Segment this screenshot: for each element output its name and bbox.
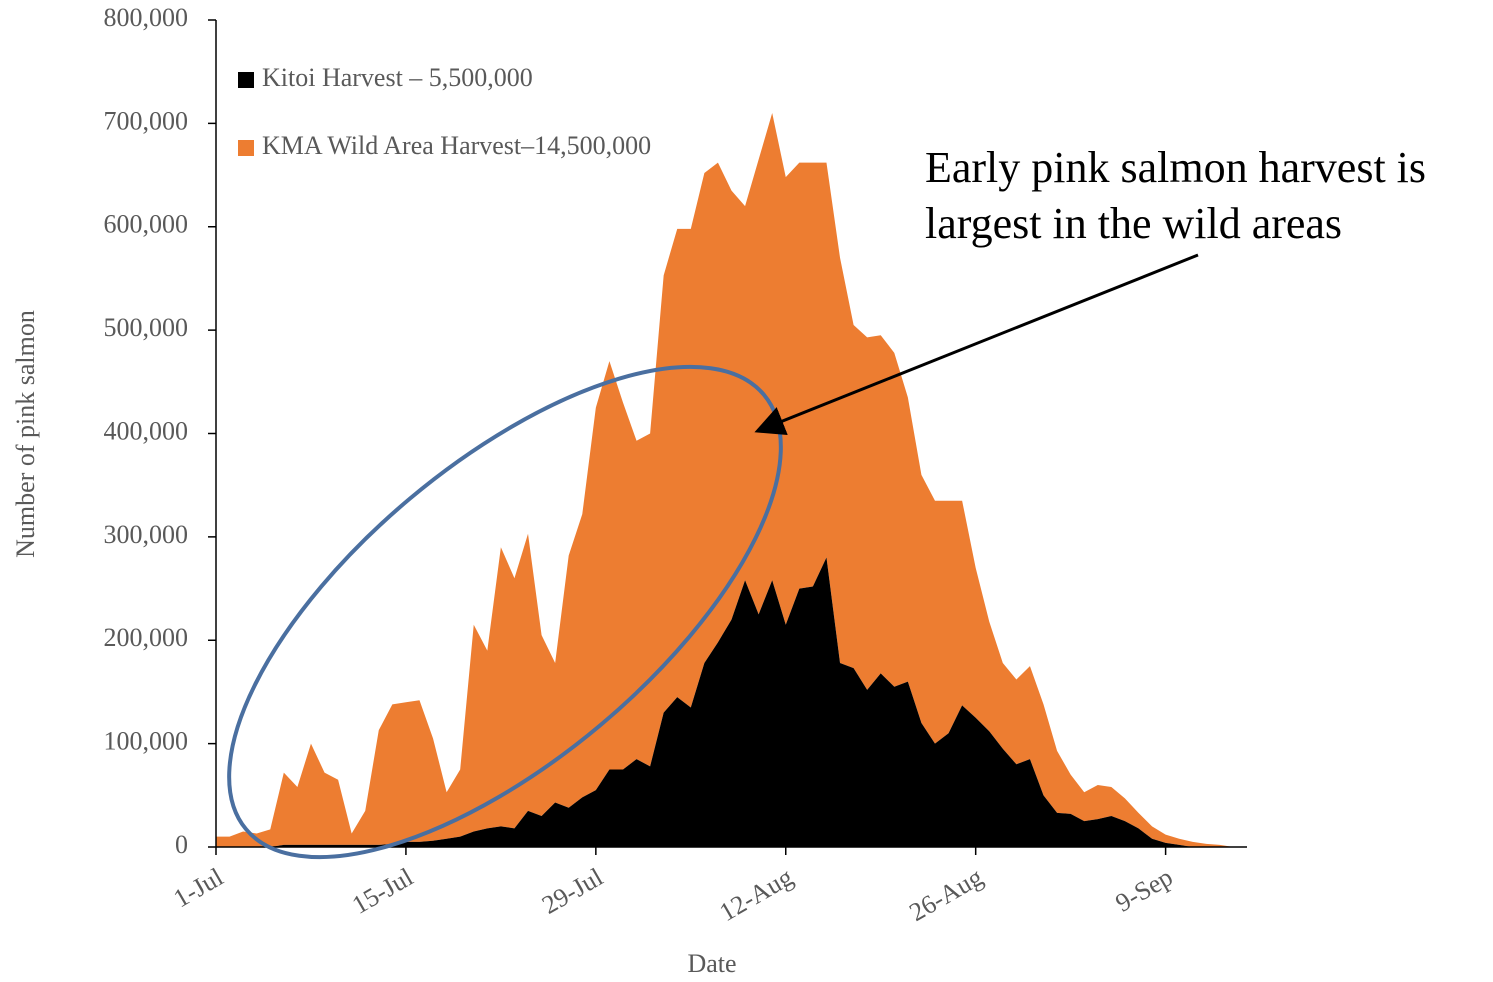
x-tick-label: 9-Sep bbox=[1111, 862, 1178, 917]
x-tick-label: 15-Jul bbox=[347, 862, 418, 920]
y-tick-label: 300,000 bbox=[104, 520, 189, 549]
y-tick-label: 0 bbox=[175, 830, 188, 859]
legend-swatch bbox=[238, 140, 254, 156]
x-tick-label: 1-Jul bbox=[168, 862, 228, 913]
y-tick-label: 800,000 bbox=[104, 3, 189, 32]
annotation: Early pink salmon harvest is largest in … bbox=[925, 143, 1427, 248]
highlight-ellipse bbox=[227, 364, 783, 860]
y-tick-label: 600,000 bbox=[104, 210, 189, 239]
legend-label: Kitoi Harvest – 5,500,000 bbox=[262, 63, 533, 92]
y-tick-label: 500,000 bbox=[104, 313, 189, 342]
legend-swatch bbox=[238, 72, 254, 88]
arrow bbox=[754, 253, 1199, 436]
y-tick-label: 400,000 bbox=[104, 416, 189, 445]
x-tick-label: 26-Aug bbox=[904, 862, 987, 927]
x-axis-title: Date bbox=[687, 949, 736, 978]
area bbox=[216, 113, 1234, 848]
x-tick-label: 29-Jul bbox=[537, 862, 608, 920]
y-tick-label: 100,000 bbox=[104, 727, 189, 756]
x-tick-label: 12-Aug bbox=[714, 862, 797, 927]
y-tick-label: 200,000 bbox=[104, 623, 189, 652]
legend-label: KMA Wild Area Harvest–14,500,000 bbox=[262, 131, 651, 160]
area bbox=[216, 557, 1234, 847]
y-tick-label: 700,000 bbox=[104, 106, 189, 135]
y-axis-title: Number of pink salmon bbox=[11, 310, 40, 558]
